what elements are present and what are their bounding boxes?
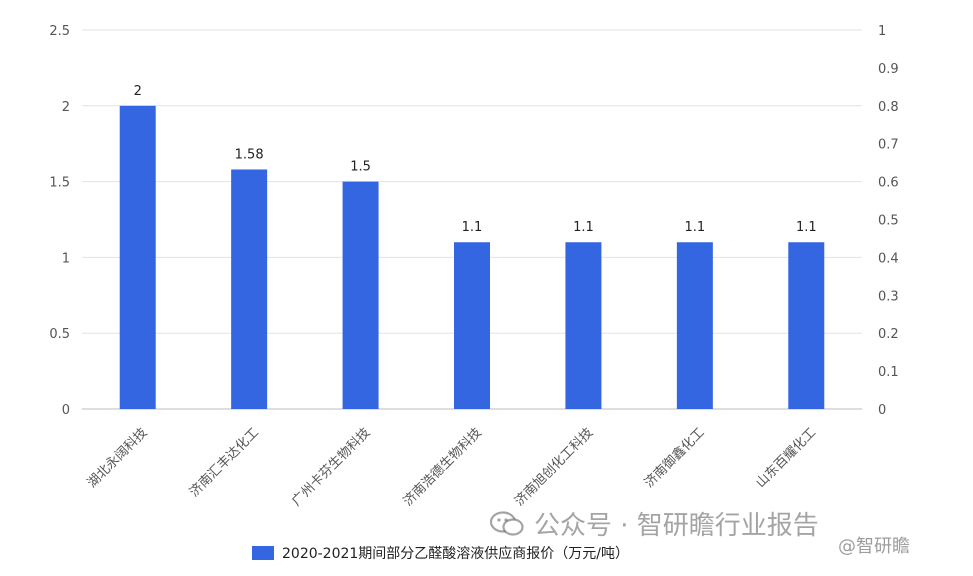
- y2-tick-label: 0.6: [878, 176, 899, 191]
- y2-tick-label: 0.9: [878, 62, 899, 77]
- y-tick-label: 2: [62, 100, 70, 115]
- y-tick-label: 0: [62, 403, 70, 418]
- y2-tick-label: 0.1: [878, 365, 899, 380]
- y-tick-label: 0.5: [49, 327, 70, 342]
- y-tick-label: 1.5: [49, 176, 70, 191]
- x-axis-categories: 湖北永阔科技 济南汇丰达化工 广州卡芬生物科技 济南浩德生物科技 济南旭创化工科技 济南御…: [85, 425, 819, 510]
- y2-tick-label: 0.2: [878, 327, 899, 342]
- watermark: 公众号 · 智研瞻行业报告: [490, 505, 819, 542]
- bar: [788, 242, 825, 409]
- category-label: 广州卡芬生物科技: [289, 425, 373, 509]
- data-label: 2: [134, 84, 142, 99]
- bar: [342, 181, 379, 409]
- data-label: 1.1: [573, 220, 594, 235]
- y2-tick-label: 1: [878, 24, 886, 39]
- category-label: 湖北永阔科技: [85, 425, 151, 491]
- y-tick-label: 1: [62, 251, 70, 266]
- watermark-text: 公众号 · 智研瞻行业报告: [534, 511, 819, 541]
- category-label: 济南旭创化工科技: [511, 425, 596, 510]
- category-label: 济南汇丰达化工: [186, 425, 262, 501]
- y-tick-label: 2.5: [49, 24, 70, 39]
- category-label: 济南浩德生物科技: [400, 425, 485, 510]
- y-axis-right: 0 0.1 0.2 0.3 0.4 0.5 0.6 0.7 0.8 0.9 1: [878, 24, 899, 418]
- y2-tick-label: 0.3: [878, 289, 899, 304]
- y2-tick-label: 0.7: [878, 138, 899, 153]
- category-label: 济南御鑫化工: [641, 425, 707, 491]
- y2-tick-label: 0.4: [878, 251, 899, 266]
- wechat-icon: [490, 510, 524, 536]
- y2-tick-label: 0.8: [878, 100, 899, 115]
- legend-swatch: [252, 546, 274, 560]
- y2-tick-label: 0.5: [878, 214, 899, 229]
- legend: 2020-2021期间部分乙醛酸溶液供应商报价（万元/吨）: [252, 543, 629, 563]
- data-label: 1.58: [235, 147, 264, 162]
- bar: [231, 169, 268, 409]
- legend-label: 2020-2021期间部分乙醛酸溶液供应商报价（万元/吨）: [282, 546, 630, 562]
- bar: [676, 242, 713, 409]
- y2-tick-label: 0: [878, 403, 886, 418]
- data-label: 1.1: [685, 220, 706, 235]
- category-label: 山东百耀化工: [753, 425, 819, 491]
- bar: [565, 242, 602, 409]
- bar: [119, 105, 156, 410]
- y-axis-left: 0 0.5 1 1.5 2 2.5: [49, 24, 70, 418]
- data-label: 1.1: [462, 220, 483, 235]
- data-labels: 2 1.58 1.5 1.1 1.1 1.1 1.1: [134, 84, 817, 235]
- data-label: 1.5: [350, 160, 371, 175]
- bar-series: [119, 105, 825, 410]
- bar: [454, 242, 490, 409]
- watermark-handle: @智研瞻: [838, 536, 910, 557]
- data-label: 1.1: [796, 220, 817, 235]
